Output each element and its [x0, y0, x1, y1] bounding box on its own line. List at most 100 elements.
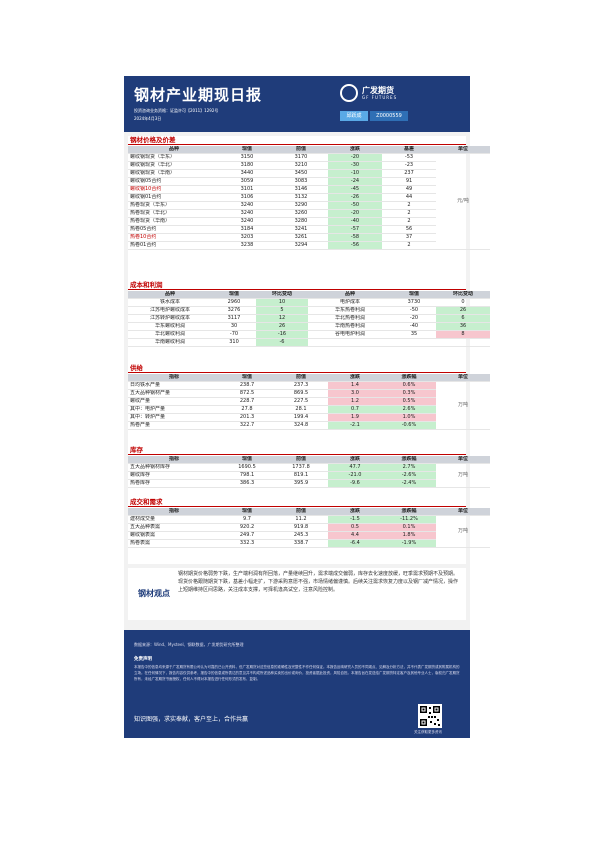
change-pct: 0.5%: [382, 397, 436, 406]
price-change: -45: [328, 185, 382, 194]
current-value: 920.2: [220, 523, 274, 532]
table-row: 螺纹钢01合约 3106 3132 -26 44: [128, 193, 490, 202]
current-value: 201.3: [220, 413, 274, 422]
previous-price: 3260: [274, 209, 328, 218]
table-row: 华北螺纹利润 -70 -16 谷电电炉利润 35 8: [128, 330, 490, 339]
change-value: -1.5: [328, 515, 382, 524]
basis-value: 49: [382, 185, 436, 194]
product-name: 热卷现货（华北）: [128, 209, 220, 218]
previous-value: 28.1: [274, 405, 328, 414]
price-change: -10: [328, 169, 382, 178]
cost-table: 品种 现值 环比变动 品种 现值 环比变动 铁水成本 2960 10 电炉成本 3730 0 江苏电炉螺…: [128, 291, 490, 347]
change-pct: 2.6%: [382, 405, 436, 414]
previous-price: 3261: [274, 233, 328, 242]
change-pct: 1.8%: [382, 531, 436, 540]
qr-code-icon[interactable]: [418, 704, 442, 728]
column-header: 环比变动: [436, 291, 490, 299]
cost-item-change: 10: [256, 298, 308, 307]
price-change: -50: [328, 201, 382, 210]
previous-price: 3083: [274, 177, 328, 186]
current-price: 3240: [220, 217, 274, 226]
demand-table: 指标 现值 前值 涨跌 涨跌幅 单位 建材成交量 9.7 11.2 -1.5 -11.2% 万吨 五大品…: [128, 508, 490, 548]
change-value: -9.6: [328, 479, 382, 488]
metric-name: 热卷产量: [128, 421, 220, 430]
table-row: 铁水成本 2960 10 电炉成本 3730 0: [128, 298, 490, 307]
change-value: 47.7: [328, 463, 382, 472]
report-header: 钢材产业期现日报 投资咨询业务资格：证监许可【2011】1292号 2024年4…: [124, 76, 470, 132]
inventory-table: 指标 现值 前值 涨跌 涨跌幅 单位 五大品种钢材库存 1690.5 1737.8 47.7 2.7…: [128, 456, 490, 488]
cost-item-change-2: 0: [436, 298, 490, 307]
column-header: 涨跌: [328, 508, 382, 516]
report-content: 钢材价格及价差 品种 现值 前值 涨跌 基差 单位 螺纹钢现货（华东） 3150 3170 -20…: [128, 136, 490, 564]
price-change: -20: [328, 209, 382, 218]
basis-value: -53: [382, 153, 436, 162]
cost-item-change-2: [436, 338, 490, 347]
metric-name: 螺纹产量: [128, 397, 220, 406]
product-name: 热卷现货（华东）: [128, 201, 220, 210]
column-header: 品种: [308, 291, 392, 299]
cost-item-value-2: -50: [392, 306, 436, 315]
column-header: 现值: [220, 508, 274, 516]
change-value: 1.4: [328, 381, 382, 390]
unit-label: 万吨: [436, 463, 490, 488]
column-header: 指标: [128, 508, 220, 516]
basis-value: -23: [382, 161, 436, 170]
table-row: 华东螺纹利润 30 26 华南热卷利润 -40 36: [128, 322, 490, 331]
table-row: 建材成交量 9.7 11.2 -1.5 -11.2% 万吨: [128, 515, 490, 548]
cost-item-change-2: 8: [436, 330, 490, 339]
logo-en: GF FUTURES: [362, 95, 398, 100]
basis-value: 2: [382, 209, 436, 218]
disclaimer-text: 本报告中的信息均来源于广发期货有限公司认为可靠的已公开资料，但广发期货对这些信息…: [134, 665, 460, 681]
cost-item-value: 310: [212, 338, 256, 347]
current-value: 1690.5: [220, 463, 274, 472]
change-pct: -11.2%: [382, 515, 436, 524]
cost-item-name-2: 华东热卷利润: [308, 306, 392, 315]
current-price: 3440: [220, 169, 274, 178]
column-header: 涨跌幅: [382, 374, 436, 382]
change-pct: 1.0%: [382, 413, 436, 422]
supply-table: 指标 现值 前值 涨跌 涨跌幅 单位 日均铁水产量 238.7 237.3 1.4 0.6% 万吨 五大…: [128, 374, 490, 430]
current-value: 238.7: [220, 381, 274, 390]
change-pct: -2.6%: [382, 471, 436, 480]
current-price: 3203: [220, 233, 274, 242]
unit-label: 万吨: [436, 381, 490, 430]
change-value: 3.0: [328, 389, 382, 398]
table-header-row: 指标 现值 前值 涨跌 涨跌幅 单位: [128, 508, 490, 516]
metric-name: 螺纹钢表需: [128, 531, 220, 540]
analyst-id-badge: Z0000559: [370, 111, 408, 121]
column-header: 单位: [436, 374, 490, 382]
current-price: 3106: [220, 193, 274, 202]
table-row: 螺纹钢10合约 3101 3146 -45 49: [128, 185, 490, 194]
previous-price: 3146: [274, 185, 328, 194]
column-header: 前值: [274, 146, 328, 154]
column-header: 指标: [128, 374, 220, 382]
price-change: -58: [328, 233, 382, 242]
logo-cn: 广发期货: [362, 86, 394, 95]
report-footer: 数据来源：Wind、Mysteel、钢联数据，广发期货研究所整理 免责声明 本报…: [124, 630, 470, 738]
cost-item-name-2: 华北热卷利润: [308, 314, 392, 323]
column-header: 涨跌幅: [382, 456, 436, 464]
current-price: 3184: [220, 225, 274, 234]
current-value: 386.3: [220, 479, 274, 488]
cost-item-change-2: 26: [436, 306, 490, 315]
table-row: 华南螺纹利润 310 -6: [128, 338, 490, 347]
price-change: -26: [328, 193, 382, 202]
table-row: 其中：转炉产量 201.3 199.4 1.9 1.0%: [128, 413, 490, 422]
cost-item-name: 华南螺纹利润: [128, 338, 212, 347]
column-header: 现值: [220, 456, 274, 464]
change-value: -6.4: [328, 539, 382, 548]
basis-value: 2: [382, 217, 436, 226]
change-pct: -0.6%: [382, 421, 436, 430]
report-page: 钢材产业期现日报 投资咨询业务资格：证监许可【2011】1292号 2024年4…: [124, 76, 490, 738]
section-supply: 供给: [128, 364, 466, 373]
column-header: 现值: [220, 146, 274, 154]
previous-price: 3132: [274, 193, 328, 202]
metric-name: 五大品种钢材库存: [128, 463, 220, 472]
column-header: 现值: [220, 374, 274, 382]
product-name: 热卷10合约: [128, 233, 220, 242]
current-price: 3059: [220, 177, 274, 186]
change-value: 1.9: [328, 413, 382, 422]
change-pct: 0.1%: [382, 523, 436, 532]
price-change: -56: [328, 241, 382, 250]
product-name: 螺纹钢现货（华南）: [128, 169, 220, 178]
